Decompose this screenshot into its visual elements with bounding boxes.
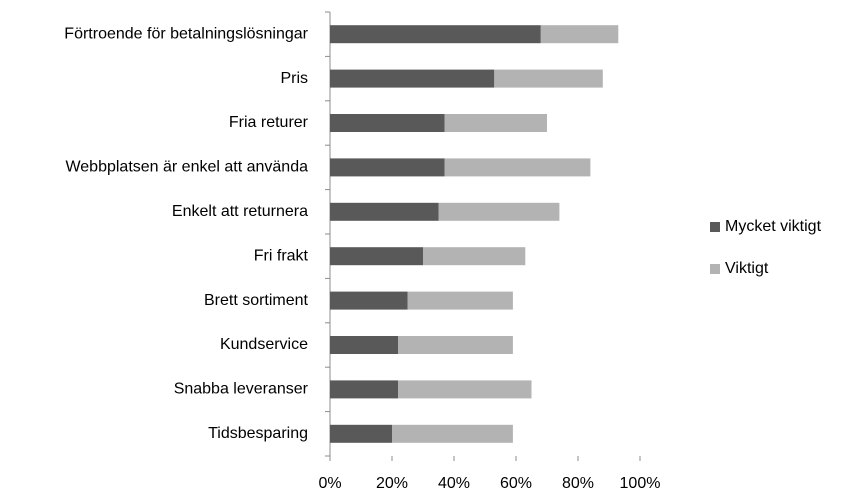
bar: [398, 380, 532, 399]
bar: [494, 69, 603, 88]
bar: [407, 291, 513, 310]
bar: [330, 69, 495, 88]
bar: [398, 336, 513, 354]
y-tick-label: Tidsbesparing: [208, 425, 308, 442]
legend-swatch: [710, 264, 720, 274]
y-tick-label: Fri frakt: [254, 247, 309, 264]
bar: [330, 424, 392, 443]
y-tick-label: Förtroende för betalningslösningar: [64, 25, 308, 42]
y-tick-label: Fria returer: [229, 114, 309, 131]
x-tick-label: 40%: [438, 475, 470, 492]
y-tick-label: Webbplatsen är enkel att använda: [65, 159, 308, 176]
x-tick-label: 80%: [562, 475, 594, 492]
bar: [330, 114, 445, 132]
bar: [423, 247, 526, 266]
bar: [330, 336, 399, 354]
bar: [392, 424, 513, 443]
y-tick-label: Enkelt att returnera: [172, 203, 308, 220]
y-tick-label: Pris: [280, 70, 308, 87]
legend-label: Viktigt: [725, 260, 769, 277]
bar: [330, 202, 439, 221]
legend-label: Mycket viktigt: [725, 218, 822, 235]
x-tick-label: 20%: [376, 475, 408, 492]
y-tick-label: Kundservice: [220, 336, 308, 353]
x-tick-label: 100%: [620, 475, 661, 492]
legend-swatch: [710, 222, 720, 232]
x-tick-label: 0%: [318, 475, 341, 492]
bar: [330, 380, 399, 399]
bar: [444, 114, 547, 132]
bar: [444, 158, 591, 177]
y-tick-label: Snabba leveranser: [174, 381, 309, 398]
bar: [330, 158, 445, 177]
x-tick-label: 60%: [500, 475, 532, 492]
bar: [540, 25, 619, 44]
bar: [438, 202, 560, 221]
bar: [330, 25, 541, 44]
bar: [330, 291, 408, 310]
bar: [330, 247, 423, 266]
y-tick-label: Brett sortiment: [204, 292, 309, 309]
